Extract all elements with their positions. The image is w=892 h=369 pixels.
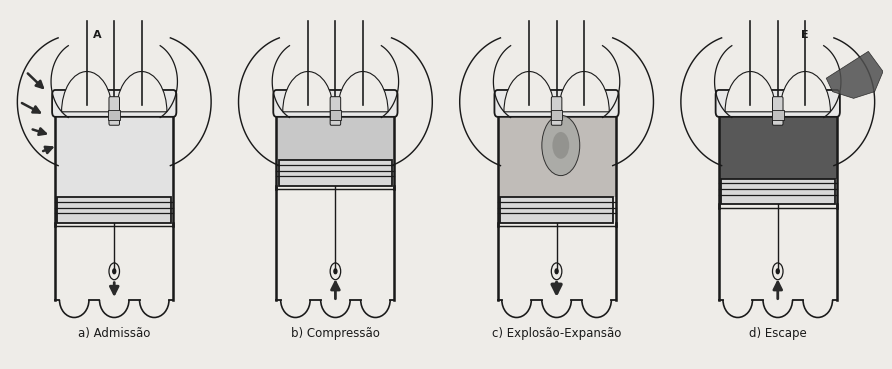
Text: E: E (801, 30, 808, 39)
Bar (108, 110, 120, 120)
FancyBboxPatch shape (551, 97, 562, 125)
FancyBboxPatch shape (494, 90, 619, 117)
Circle shape (541, 115, 580, 176)
FancyBboxPatch shape (715, 90, 840, 117)
Bar (500, 197, 614, 223)
Text: a) Admissão: a) Admissão (78, 327, 151, 340)
Wedge shape (337, 72, 388, 112)
Text: c) Explosão-Expansão: c) Explosão-Expansão (491, 327, 621, 340)
FancyBboxPatch shape (109, 97, 120, 125)
Bar (772, 110, 784, 120)
FancyBboxPatch shape (52, 90, 177, 117)
Bar (721, 179, 835, 204)
Bar (329, 110, 342, 120)
FancyBboxPatch shape (330, 97, 341, 125)
Bar (277, 95, 394, 161)
FancyBboxPatch shape (772, 97, 783, 125)
Bar (719, 95, 837, 179)
Circle shape (112, 269, 116, 274)
Wedge shape (283, 72, 334, 112)
Bar (278, 161, 392, 186)
Text: b) Compressão: b) Compressão (291, 327, 380, 340)
FancyBboxPatch shape (273, 90, 398, 117)
Bar (55, 95, 173, 197)
Circle shape (552, 132, 569, 159)
Polygon shape (826, 51, 883, 99)
Circle shape (776, 269, 780, 274)
Circle shape (555, 269, 558, 274)
Text: A: A (93, 30, 102, 39)
Wedge shape (558, 72, 609, 112)
Wedge shape (116, 72, 167, 112)
Wedge shape (504, 72, 555, 112)
Bar (550, 110, 563, 120)
Bar (498, 95, 615, 197)
Wedge shape (62, 72, 112, 112)
Circle shape (334, 269, 337, 274)
Text: d) Escape: d) Escape (749, 327, 806, 340)
Wedge shape (725, 72, 776, 112)
Wedge shape (780, 72, 830, 112)
Bar (57, 197, 171, 223)
